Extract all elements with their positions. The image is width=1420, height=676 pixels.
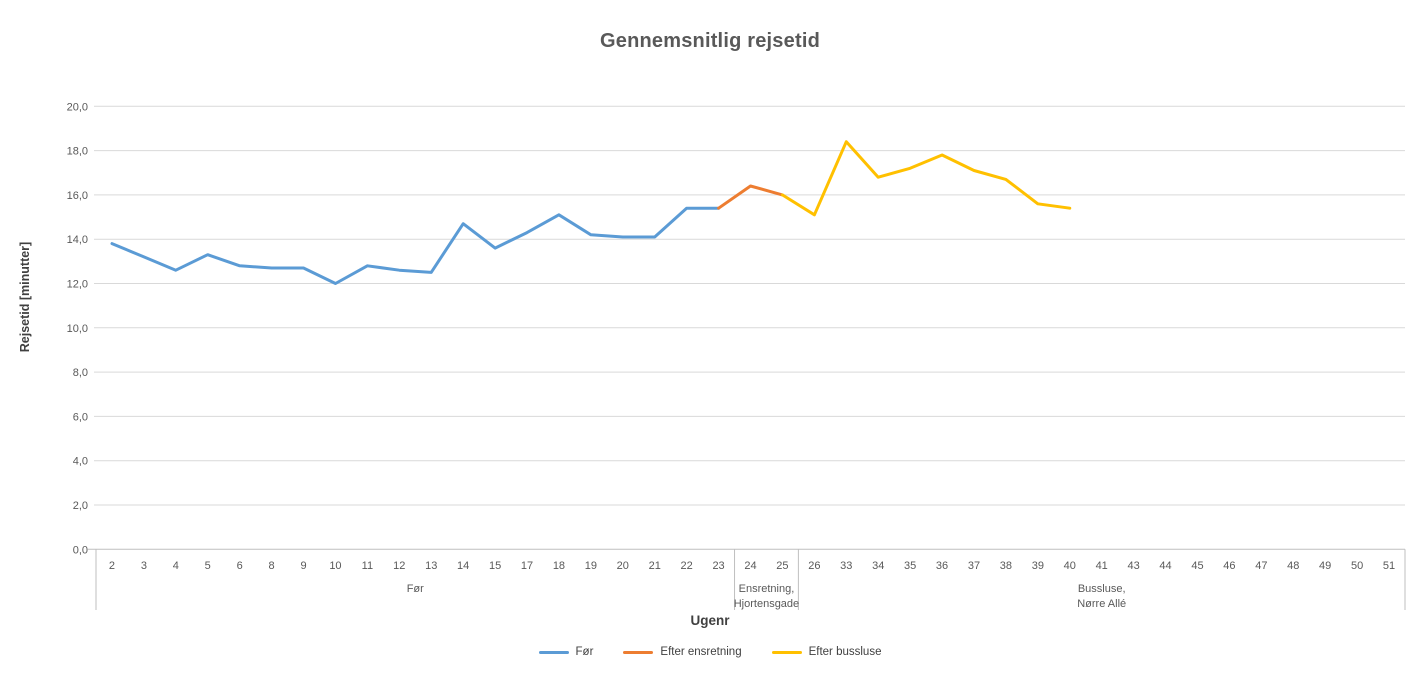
category-group-label: Nørre Allé <box>1077 598 1126 610</box>
series-line-f-r <box>110 206 721 285</box>
x-tick-label: 41 <box>1096 560 1108 572</box>
x-tick-label: 47 <box>1255 560 1267 572</box>
y-tick-label: 6,0 <box>73 411 88 423</box>
category-group-label: Ensretning, <box>739 583 795 595</box>
x-tick-label: 34 <box>872 560 884 572</box>
x-tick-label: 11 <box>362 560 373 572</box>
x-tick-label: 25 <box>776 560 788 572</box>
x-tick-label: 39 <box>1032 560 1044 572</box>
y-tick-label: 18,0 <box>67 146 88 158</box>
x-tick-label: 17 <box>521 560 533 572</box>
x-tick-label: 50 <box>1351 560 1363 572</box>
y-tick-label: 10,0 <box>67 323 88 335</box>
x-tick-label: 5 <box>205 560 211 572</box>
legend-item: Efter ensretning <box>623 646 742 658</box>
x-tick-label: 14 <box>457 560 469 572</box>
x-tick-label: 3 <box>141 560 147 572</box>
legend-label: Efter bussluse <box>808 646 882 658</box>
x-tick-label: 40 <box>1064 560 1076 572</box>
x-tick-label: 21 <box>649 560 661 572</box>
legend-item: Før <box>538 646 594 658</box>
chart-title: Gennemsnitlig rejsetid <box>599 30 820 52</box>
category-group-label: Før <box>407 583 424 595</box>
x-tick-label: 44 <box>1159 560 1171 572</box>
x-tick-label: 2 <box>109 560 115 572</box>
y-tick-label: 20,0 <box>67 101 88 113</box>
x-axis-title: Ugenr <box>690 613 730 628</box>
x-tick-label: 12 <box>393 560 405 572</box>
x-tick-label: 48 <box>1287 560 1299 572</box>
x-tick-label: 23 <box>712 560 724 572</box>
x-tick-label: 8 <box>269 560 275 572</box>
x-tick-label: 4 <box>173 560 179 572</box>
x-tick-label: 9 <box>300 560 306 572</box>
legend-item: Efter bussluse <box>771 646 882 658</box>
x-tick-label: 37 <box>968 560 980 572</box>
y-tick-label: 2,0 <box>73 500 88 512</box>
legend-label: Før <box>575 646 594 658</box>
x-tick-label: 33 <box>840 560 852 572</box>
series-line-efter-bussluse <box>780 140 1072 217</box>
x-tick-label: 43 <box>1127 560 1139 572</box>
category-group-label: Hjortensgade <box>734 598 799 610</box>
y-tick-label: 4,0 <box>73 456 88 468</box>
x-tick-label: 35 <box>904 560 916 572</box>
x-tick-label: 24 <box>744 560 756 572</box>
x-tick-label: 19 <box>585 560 597 572</box>
legend-line-swatch <box>623 650 654 654</box>
x-tick-label: 46 <box>1223 560 1235 572</box>
x-tick-label: 26 <box>808 560 820 572</box>
x-tick-label: 49 <box>1319 560 1331 572</box>
legend: Før Efter ensretning Efter bussluse <box>0 646 1420 658</box>
y-tick-label: 8,0 <box>73 367 88 379</box>
y-tick-label: 0,0 <box>73 544 88 556</box>
legend-line-swatch <box>538 650 569 654</box>
x-tick-label: 45 <box>1191 560 1203 572</box>
y-tick-label: 16,0 <box>67 190 88 202</box>
x-tick-label: 6 <box>237 560 243 572</box>
category-group-label: Bussluse, <box>1078 583 1126 595</box>
y-tick-label: 12,0 <box>67 279 88 291</box>
x-tick-label: 22 <box>681 560 693 572</box>
legend-label: Efter ensretning <box>660 646 742 658</box>
x-tick-label: 15 <box>489 560 501 572</box>
series-line-efter-ensretning <box>717 184 784 210</box>
x-tick-label: 51 <box>1383 560 1395 572</box>
x-tick-label: 20 <box>617 560 629 572</box>
x-tick-label: 38 <box>1000 560 1012 572</box>
legend-line-swatch <box>771 650 802 654</box>
y-tick-label: 14,0 <box>67 234 88 246</box>
x-tick-label: 36 <box>936 560 948 572</box>
x-tick-label: 13 <box>425 560 437 572</box>
x-tick-label: 10 <box>329 560 341 572</box>
x-tick-label: 18 <box>553 560 565 572</box>
